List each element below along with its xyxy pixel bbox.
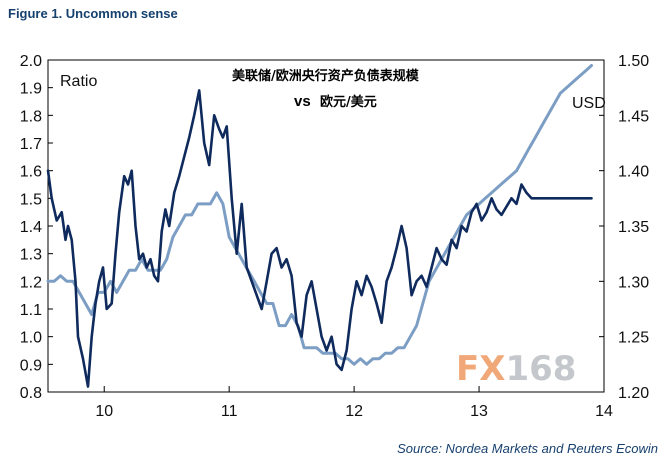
right-axis-label: USD bbox=[572, 95, 606, 112]
left-axis-label: Ratio bbox=[60, 73, 97, 90]
right-tick-label: 1.45 bbox=[618, 108, 649, 125]
left-tick-label: 2.0 bbox=[20, 53, 42, 70]
left-tick-label: 1.4 bbox=[20, 219, 42, 236]
x-tick-label: 14 bbox=[595, 403, 613, 420]
right-tick-label: 1.40 bbox=[618, 164, 649, 181]
left-tick-label: 1.6 bbox=[20, 164, 42, 181]
left-tick-label: 1.7 bbox=[20, 136, 42, 153]
fx168-watermark: FX168 bbox=[456, 349, 576, 389]
left-tick-label: 1.5 bbox=[20, 191, 42, 208]
x-tick-label: 11 bbox=[221, 403, 238, 420]
left-tick-label: 1.3 bbox=[20, 247, 42, 264]
right-tick-label: 1.30 bbox=[618, 274, 649, 291]
watermark-text: FX168 bbox=[456, 349, 576, 389]
x-tick-label: 13 bbox=[470, 403, 488, 420]
left-tick-label: 1.2 bbox=[20, 274, 42, 291]
chart-title-line2: 欧元/美元 bbox=[320, 94, 377, 110]
chart-title-vs: vs bbox=[294, 93, 311, 110]
right-tick-label: 1.50 bbox=[618, 53, 649, 70]
right-tick-label: 1.25 bbox=[618, 330, 649, 347]
left-tick-label: 0.8 bbox=[20, 385, 42, 402]
source-note: Source: Nordea Markets and Reuters Ecowi… bbox=[397, 441, 658, 456]
left-tick-label: 1.1 bbox=[20, 302, 42, 319]
left-tick-label: 1.0 bbox=[20, 330, 42, 347]
figure-title: Figure 1. Uncommon sense bbox=[8, 6, 178, 21]
chart-title-line1: 美联储/欧洲央行资产负债表规模 bbox=[232, 68, 420, 84]
left-tick-label: 0.9 bbox=[20, 357, 42, 374]
right-tick-label: 1.20 bbox=[618, 385, 649, 402]
ratio-series-line bbox=[46, 89, 593, 388]
left-tick-label: 1.8 bbox=[20, 108, 42, 125]
right-tick-label: 1.35 bbox=[618, 219, 649, 236]
usd-series-line bbox=[46, 64, 593, 366]
x-tick-label: 12 bbox=[345, 403, 363, 420]
x-tick-label: 10 bbox=[95, 403, 113, 420]
left-tick-label: 1.9 bbox=[20, 81, 42, 98]
